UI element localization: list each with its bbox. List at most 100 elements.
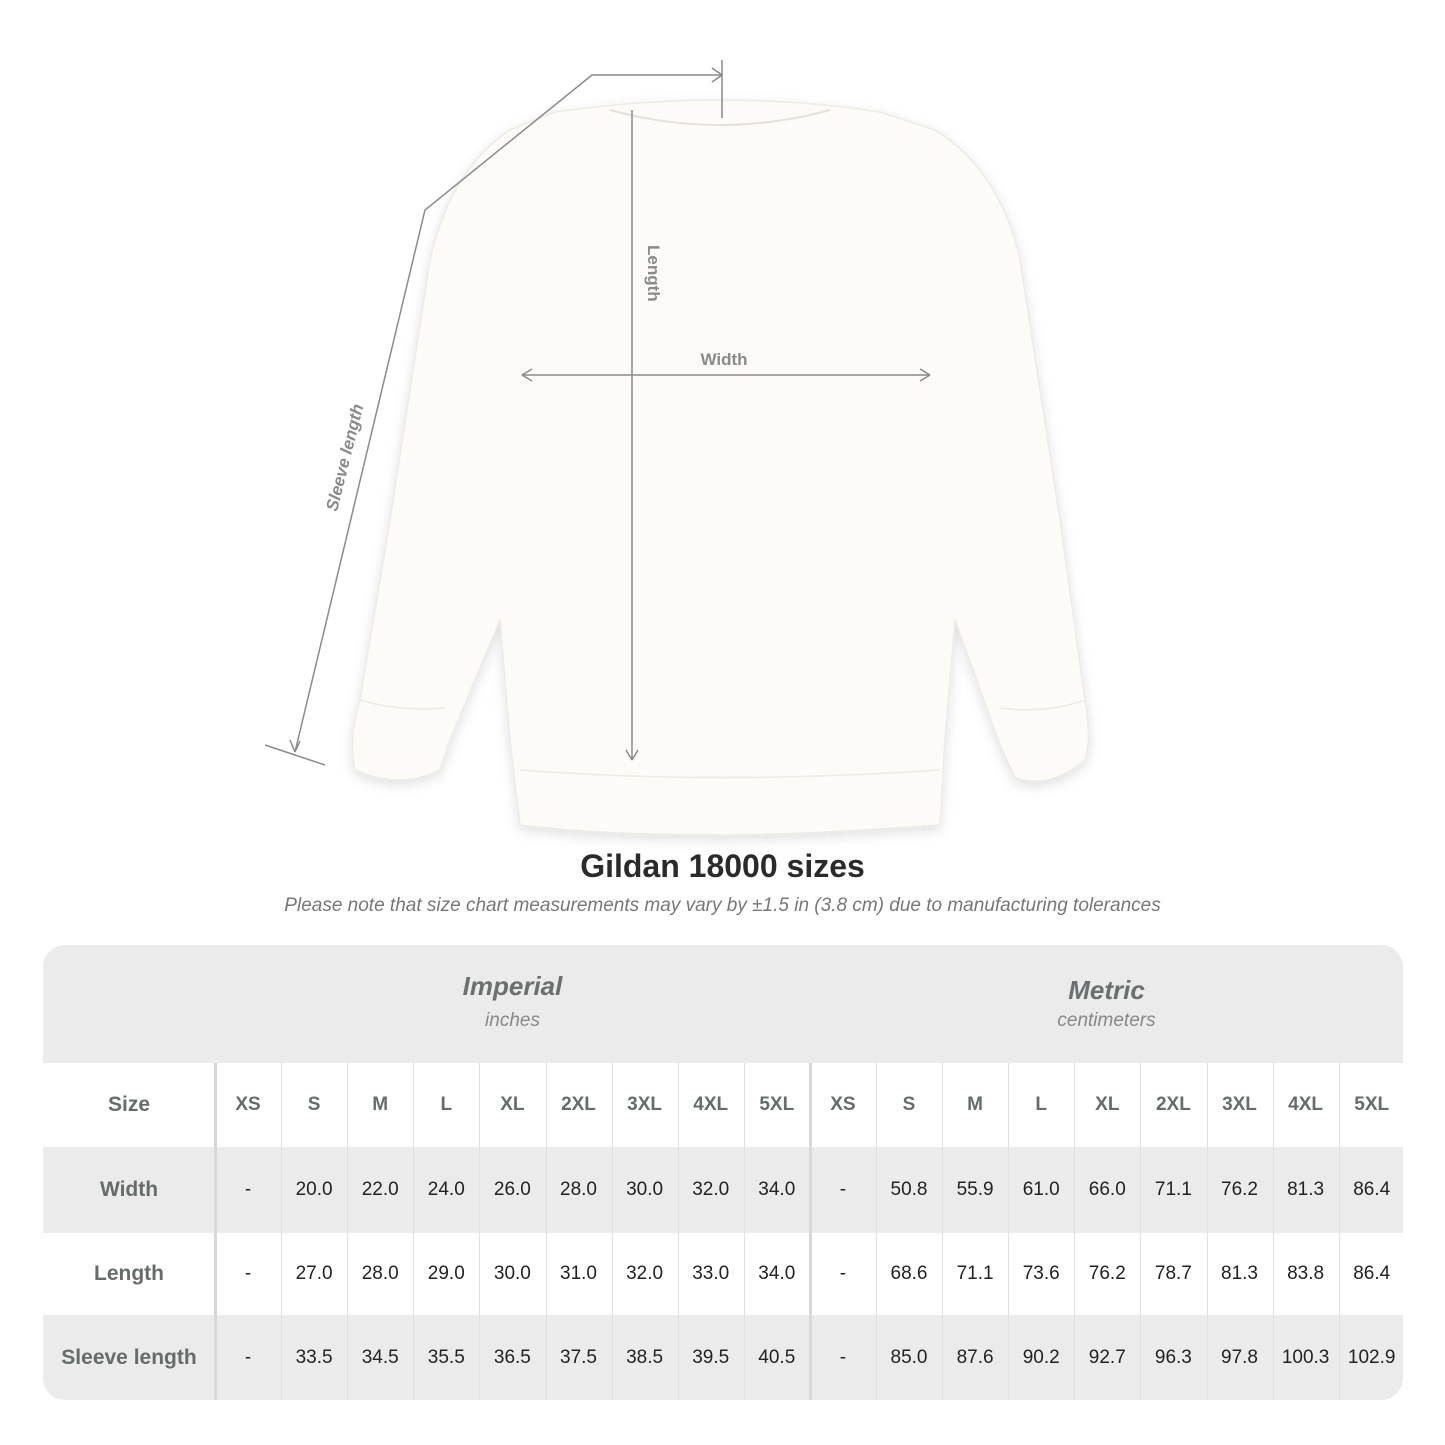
width-label: Width [700, 350, 747, 369]
imperial-value-cell: 37.5 [560, 1346, 597, 1368]
metric-value-cell: 102.9 [1347, 1346, 1396, 1368]
column-divider [611, 1063, 613, 1400]
sweatshirt-image [351, 99, 1090, 836]
metric-size-header: 5XL [1354, 1094, 1390, 1115]
metric-size-header: L [1035, 1094, 1047, 1115]
metric-value-cell: 73.6 [1022, 1263, 1060, 1284]
imperial-size-header: 4XL [693, 1094, 729, 1115]
column-divider [942, 1063, 944, 1400]
row-band-width [43, 1147, 1403, 1233]
metric-size-header: S [902, 1094, 916, 1115]
metric-value-cell: 71.1 [1154, 1179, 1192, 1200]
imperial-value-cell: 20.0 [295, 1179, 333, 1200]
metric-value-cell: 87.6 [956, 1346, 994, 1368]
column-divider [281, 1063, 283, 1400]
metric-value-cell: 100.3 [1281, 1346, 1330, 1368]
imperial-value-cell: 33.5 [295, 1346, 333, 1368]
imperial-value-cell: - [244, 1263, 252, 1284]
metric-value-cell: 92.7 [1088, 1346, 1126, 1368]
imperial-value-cell: 35.5 [427, 1346, 465, 1368]
measurement-lines [264, 60, 931, 766]
column-divider [1008, 1063, 1010, 1400]
sweatshirt-measurement-diagram: Length Width Sleeve length [264, 60, 1090, 836]
imperial-size-header: S [307, 1094, 321, 1115]
column-divider [677, 1063, 679, 1400]
imperial-size-header: 5XL [759, 1094, 795, 1115]
metric-header: Metric centimeters [810, 945, 1403, 1063]
imperial-value-cell: 34.0 [758, 1263, 796, 1284]
tolerance-note: Please note that size chart measurements… [284, 895, 1161, 916]
metric-value-cell: 68.6 [890, 1263, 928, 1284]
column-divider [743, 1063, 745, 1400]
metric-value-cell: 66.0 [1088, 1179, 1126, 1200]
imperial-value-cell: 24.0 [427, 1179, 465, 1200]
column-divider [1140, 1063, 1142, 1400]
imperial-unit: inches [485, 1010, 540, 1031]
column-divider [1338, 1063, 1340, 1400]
column-divider [214, 1063, 217, 1400]
metric-unit: centimeters [1057, 1010, 1156, 1031]
metric-value-cell: 76.2 [1088, 1263, 1126, 1284]
unit-header-band [43, 945, 1403, 1063]
imperial-size-header: 3XL [627, 1094, 663, 1115]
metric-value-cell: - [839, 1346, 847, 1368]
imperial-value-cell: - [244, 1179, 252, 1200]
imperial-header: Imperial inches [215, 945, 810, 1063]
column-divider [1074, 1063, 1076, 1400]
metric-value-cell: 61.0 [1022, 1179, 1060, 1200]
column-divider [1206, 1063, 1208, 1400]
row-label: Width [99, 1178, 159, 1201]
imperial-size-header: 2XL [561, 1094, 596, 1115]
metric-value-cell: - [839, 1263, 847, 1284]
metric-value-cell: 78.7 [1154, 1263, 1192, 1284]
metric-value-cell: 90.2 [1022, 1346, 1060, 1368]
column-divider [1272, 1063, 1274, 1400]
imperial-size-header: XS [235, 1094, 261, 1115]
imperial-size-header: XL [500, 1094, 525, 1115]
column-divider [347, 1063, 349, 1400]
row-label: Sleeve length [61, 1345, 197, 1369]
imperial-value-cell: 32.0 [626, 1263, 664, 1284]
metric-value-cell: 71.1 [956, 1263, 994, 1284]
row-band-sleeve [43, 1315, 1403, 1400]
column-divider [479, 1063, 481, 1400]
imperial-value-cell: - [244, 1346, 252, 1368]
imperial-value-cell: 28.0 [361, 1263, 399, 1284]
metric-value-cell: 97.8 [1221, 1346, 1258, 1368]
column-divider [545, 1063, 547, 1400]
metric-value-cell: 81.3 [1221, 1263, 1258, 1284]
metric-value-cell: 86.4 [1353, 1263, 1391, 1284]
page-title: Gildan 18000 sizes [580, 848, 865, 884]
imperial-value-cell: 40.5 [758, 1346, 796, 1368]
imperial-value-cell: 28.0 [560, 1179, 597, 1200]
metric-value-cell: 86.4 [1353, 1179, 1391, 1200]
imperial-size-header: L [440, 1094, 453, 1115]
size-chart-table: Imperial inches Metric centimeters Size X… [43, 945, 1403, 1400]
metric-value-cell: 96.3 [1154, 1346, 1192, 1368]
metric-size-header: 3XL [1222, 1094, 1257, 1115]
metric-title: Metric [1068, 975, 1145, 1005]
metric-value-cell: 50.8 [890, 1179, 928, 1200]
imperial-value-cell: 30.0 [493, 1263, 531, 1284]
sleeve-length-line [294, 74, 722, 753]
imperial-value-cell: 30.0 [626, 1179, 664, 1200]
sleeve-length-label: Sleeve length [322, 402, 367, 513]
imperial-value-cell: 34.5 [361, 1346, 399, 1368]
imperial-value-cell: 33.0 [692, 1263, 730, 1284]
imperial-value-cell: 29.0 [427, 1263, 465, 1284]
imperial-value-cell: 26.0 [493, 1179, 531, 1200]
imperial-value-cell: 22.0 [361, 1179, 399, 1200]
column-divider [413, 1063, 415, 1400]
imperial-value-cell: 34.0 [758, 1179, 796, 1200]
imperial-size-header: M [372, 1094, 389, 1115]
metric-size-header: 2XL [1155, 1094, 1191, 1115]
size-header-label: Size [107, 1093, 151, 1116]
imperial-value-cell: 38.5 [626, 1346, 664, 1368]
metric-size-header: 4XL [1288, 1094, 1324, 1115]
length-label: Length [644, 245, 663, 302]
metric-size-header: XS [830, 1094, 856, 1115]
metric-value-cell: 55.9 [956, 1179, 994, 1200]
imperial-value-cell: 31.0 [560, 1263, 597, 1284]
metric-size-header: M [967, 1094, 983, 1115]
imperial-value-cell: 32.0 [692, 1179, 730, 1200]
